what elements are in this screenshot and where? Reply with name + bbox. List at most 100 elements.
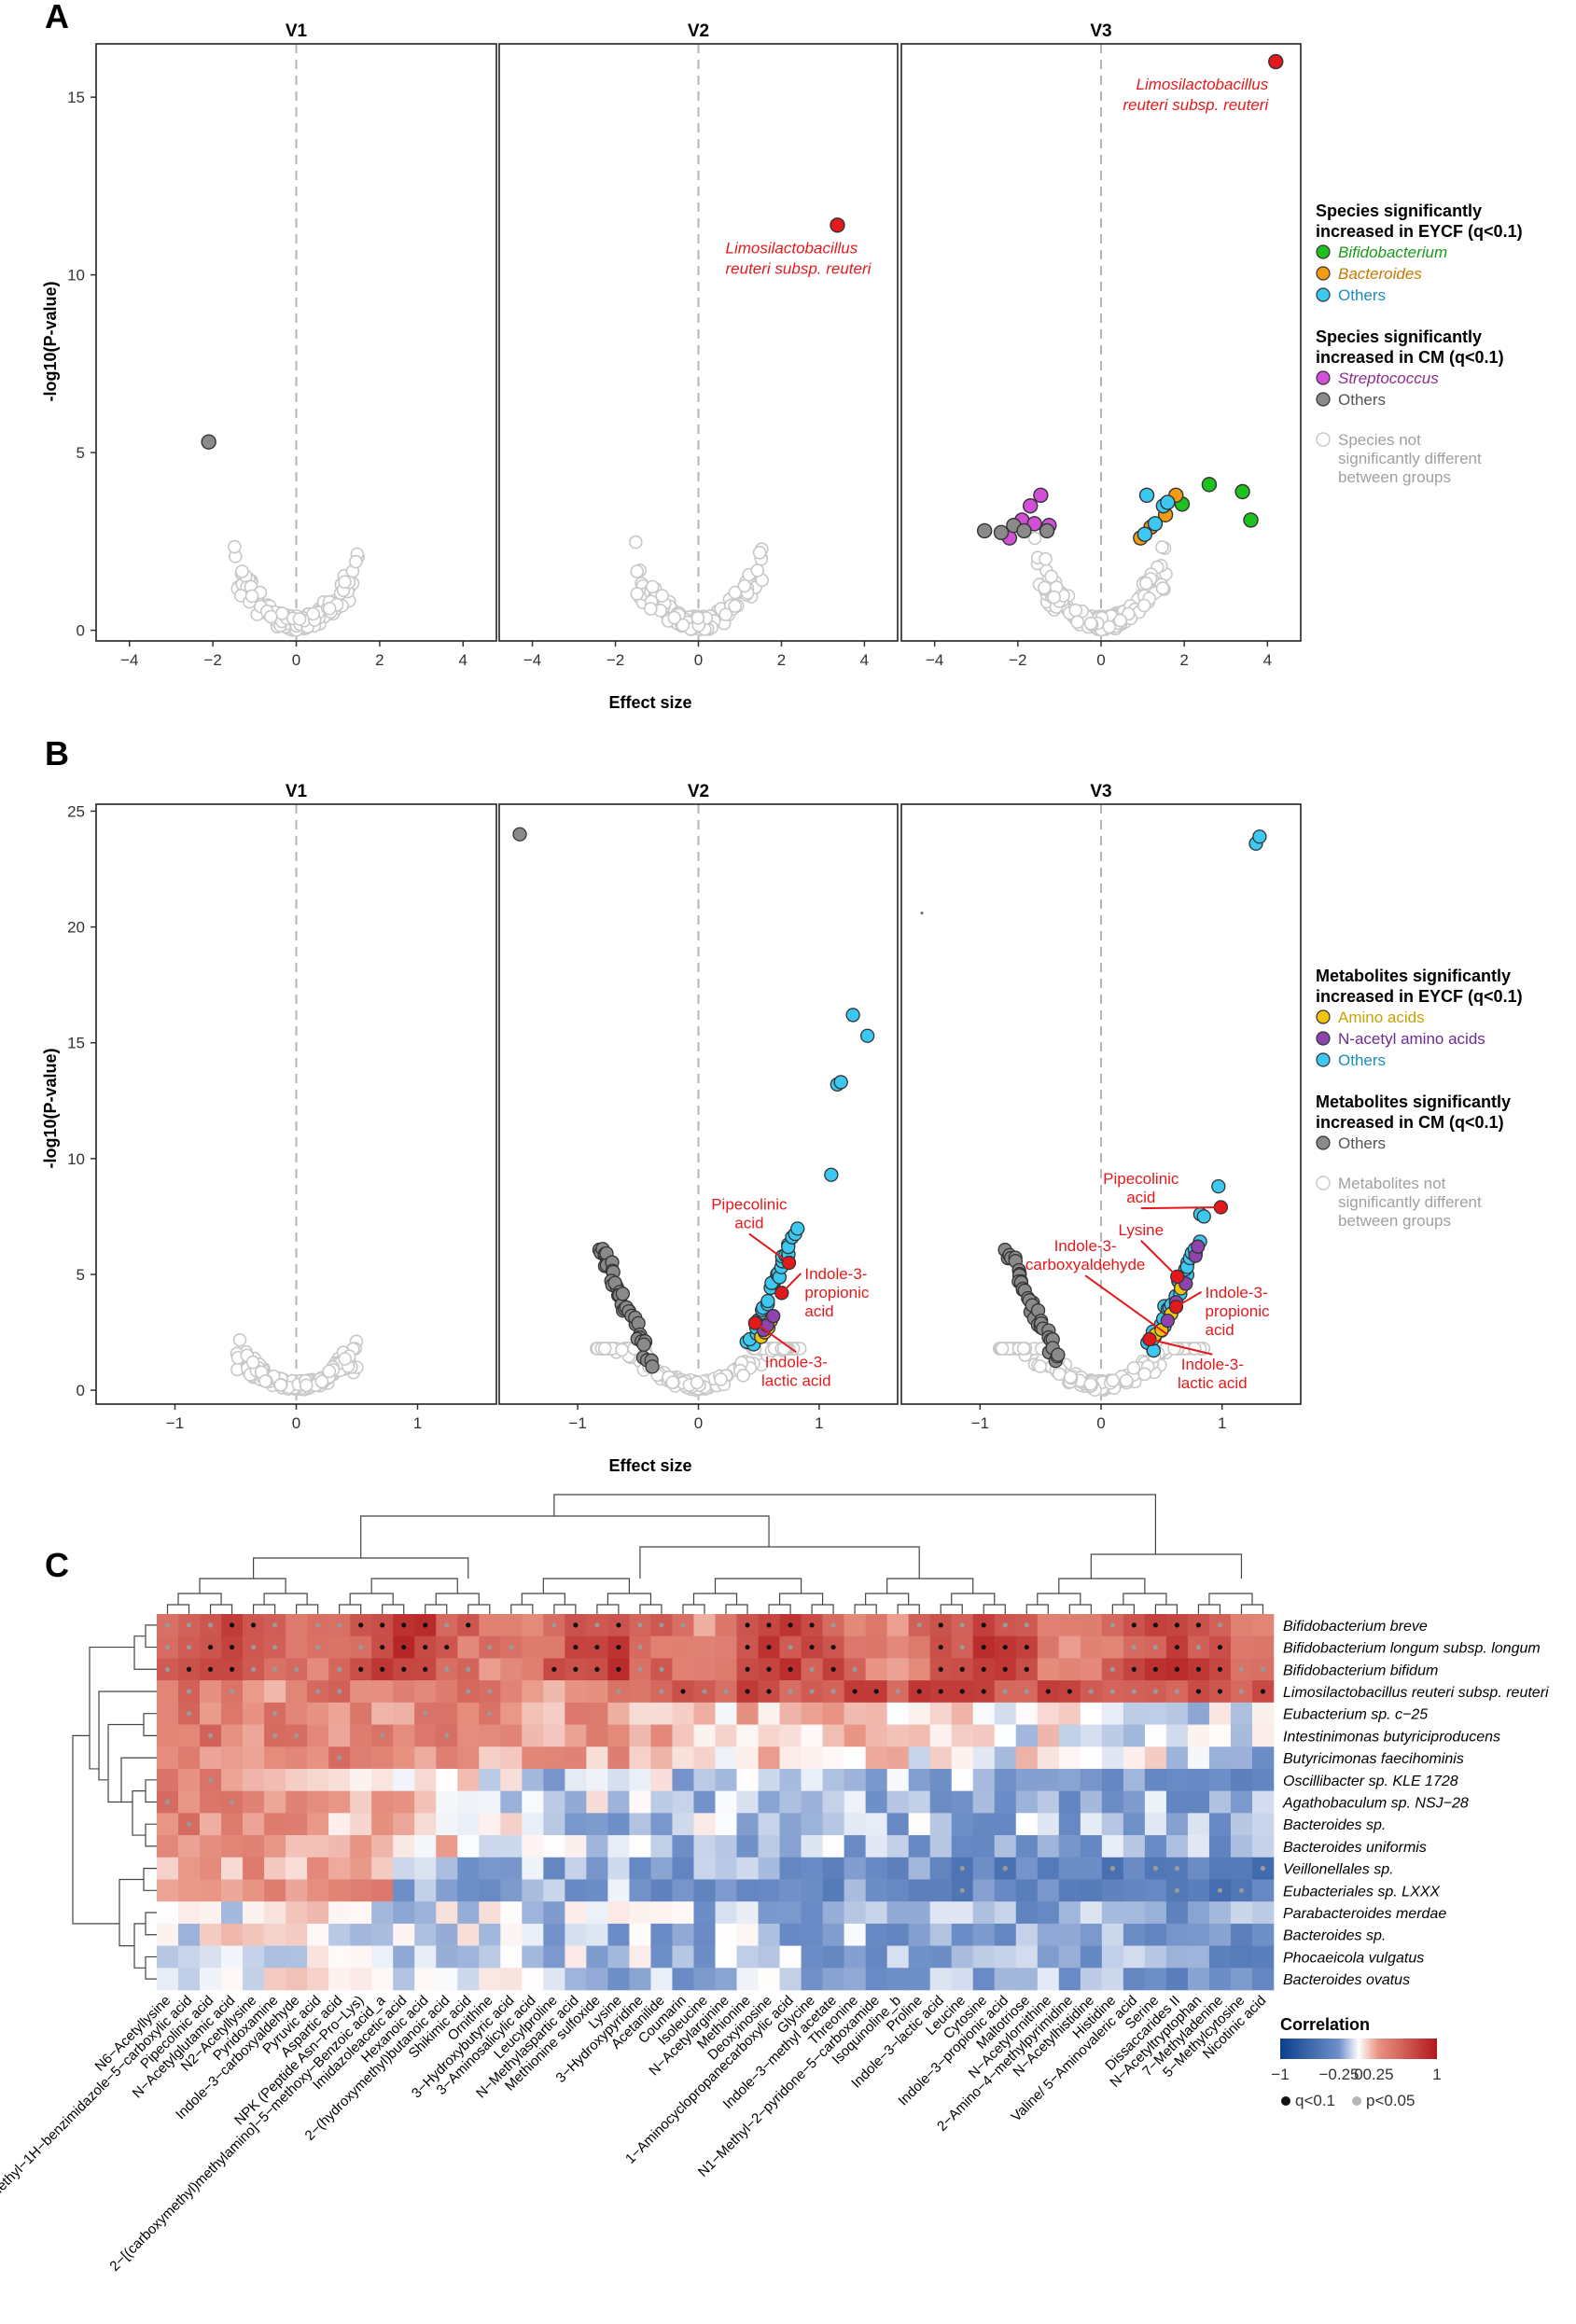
heatmap-cell [715, 1746, 737, 1770]
heatmap-cell [1080, 1901, 1103, 1925]
heatmap-cell [758, 1813, 780, 1836]
p-dot [594, 1622, 600, 1628]
heatmap-cell [178, 1857, 201, 1880]
point-ns [1033, 1359, 1048, 1373]
heatmap-cell [693, 1968, 716, 1991]
p-dot [164, 1799, 171, 1805]
point-ns [1126, 1361, 1141, 1375]
heatmap-cell [1187, 1702, 1210, 1725]
heatmap-cell [886, 1813, 909, 1836]
q-dot [788, 1666, 793, 1672]
p-dot [809, 1689, 815, 1694]
heatmap-cell [865, 1945, 887, 1969]
heatmap-cell [307, 1702, 329, 1725]
heatmap-cell [586, 1680, 608, 1704]
point-ns [1038, 580, 1052, 595]
heatmap-cell [908, 1901, 930, 1925]
heatmap-cell [157, 1746, 179, 1770]
heatmap-cell [328, 1879, 351, 1902]
heatmap-cell [1144, 1945, 1167, 1969]
p-dot [250, 1644, 257, 1650]
heatmap-cell [972, 1923, 996, 1946]
annotation-text: lactic acid [1178, 1374, 1248, 1392]
q-dot [229, 1622, 235, 1628]
dendrogram-branch [107, 1723, 144, 1803]
y-tick-label: 25 [67, 802, 85, 820]
heatmap-cell [1123, 1968, 1146, 1991]
p-dot [1174, 1887, 1180, 1893]
heatmap-cell [479, 1945, 501, 1969]
point-ns [1039, 551, 1053, 566]
heatmap-cell [1058, 1658, 1081, 1681]
heatmap-cell [221, 1968, 244, 1991]
heatmap-cell [307, 1879, 329, 1902]
heatmap-cell [522, 1945, 544, 1969]
heatmap-cell [221, 1702, 244, 1725]
heatmap-cell [586, 1768, 608, 1791]
point-ns [338, 575, 352, 589]
heatmap-cell [779, 1702, 802, 1725]
point-ns [275, 606, 289, 620]
heatmap-cell [951, 1768, 974, 1791]
p-dot [164, 1644, 171, 1650]
p-dot [637, 1666, 643, 1672]
point-ns [667, 610, 682, 625]
heatmap-cell [457, 1724, 480, 1747]
heatmap-cell [607, 1724, 630, 1747]
heatmap-cell [1208, 1945, 1232, 1969]
p-dot [1024, 1689, 1029, 1694]
heatmap-cell [178, 1879, 201, 1902]
heatmap-cell [1187, 1790, 1210, 1814]
heatmap-cell [1058, 1746, 1081, 1770]
heatmap-cell [500, 1923, 523, 1946]
heatmap-cell [1058, 1768, 1081, 1791]
annotation-text: Pipecolinic [1103, 1170, 1179, 1188]
heatmap-cell [1165, 1702, 1189, 1725]
heatmap-cell [286, 1901, 308, 1925]
point-significant [1201, 477, 1218, 493]
heatmap-cell [779, 1790, 802, 1814]
heatmap-cell [264, 1768, 286, 1791]
heatmap-cell [908, 1879, 930, 1902]
heatmap-cell [672, 1879, 694, 1902]
x-tick-label: 2 [375, 651, 384, 669]
facet-v3-highlights [1142, 1200, 1229, 1347]
annotation-text: propionic [804, 1284, 869, 1301]
heatmap-cell [393, 1746, 415, 1770]
annotation-leader [781, 1273, 802, 1294]
heatmap-cell [801, 1901, 823, 1925]
x-tick-label: 0 [694, 1414, 703, 1432]
p-dot [358, 1644, 364, 1650]
point-ns [235, 564, 249, 578]
point-ns [299, 1378, 314, 1393]
dendrogram-branch [199, 1578, 286, 1593]
heatmap-cell [1101, 1813, 1124, 1836]
heatmap-cell [522, 1635, 544, 1659]
point-ns [1016, 1342, 1031, 1356]
heatmap-cell [200, 1835, 222, 1858]
facet-label: V2 [688, 782, 709, 801]
heatmap-cell [500, 1702, 523, 1725]
heatmap-cell [1015, 1813, 1039, 1836]
q-dot [1195, 1689, 1202, 1694]
dendrogram-branch [177, 1593, 222, 1605]
q-dot [380, 1644, 385, 1650]
annotation-text: acid [1206, 1321, 1234, 1339]
heatmap-cell [543, 1702, 565, 1725]
q-dot [1174, 1644, 1180, 1650]
heatmap-row [157, 1901, 1275, 1925]
heatmap-cell [393, 1790, 415, 1814]
q-dot [186, 1666, 192, 1672]
point-significant [636, 1337, 651, 1352]
point-ns [322, 601, 337, 616]
heatmap-cell [972, 1724, 996, 1747]
heatmap-row [157, 1658, 1275, 1681]
heatmap-cell [736, 1879, 759, 1902]
heatmap-cell [565, 1968, 587, 1991]
p-dot [444, 1666, 450, 1672]
p-dot [272, 1711, 278, 1717]
heatmap-cell [1123, 1945, 1146, 1969]
q-dot [766, 1689, 772, 1694]
heatmap-cell [908, 1945, 930, 1969]
